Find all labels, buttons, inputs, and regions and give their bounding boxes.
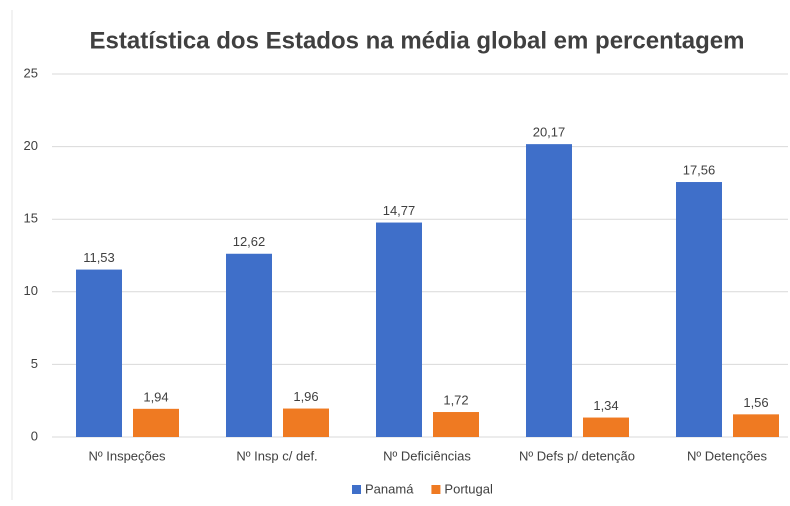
- bar: [283, 408, 329, 437]
- value-label: 17,56: [683, 162, 716, 177]
- value-label: 1,94: [143, 389, 168, 404]
- y-tick-label: 10: [24, 283, 38, 298]
- x-tick-label: Nº Detenções: [687, 448, 767, 463]
- x-tick-label: Nº Deficiências: [383, 448, 471, 463]
- y-tick-label: 5: [31, 356, 38, 371]
- value-label: 14,77: [383, 203, 416, 218]
- legend-swatch: [431, 485, 441, 494]
- value-label: 1,56: [743, 395, 768, 410]
- value-label: 1,96: [293, 389, 318, 404]
- value-label: 20,17: [533, 125, 566, 140]
- legend-label: Panamá: [365, 481, 414, 496]
- chart-title: Estatística dos Estados na média global …: [90, 27, 745, 54]
- y-tick-label: 0: [31, 428, 38, 443]
- bar: [583, 417, 629, 437]
- bar: [433, 412, 479, 437]
- value-label: 1,34: [593, 398, 618, 413]
- bar: [133, 408, 179, 437]
- bar: [76, 269, 122, 437]
- bar: [226, 253, 272, 437]
- value-label: 11,53: [83, 250, 115, 265]
- bar: [676, 182, 722, 437]
- legend-label: Portugal: [444, 481, 493, 496]
- x-tick-label: Nº Inspeções: [88, 448, 166, 463]
- x-tick-label: Nº Insp c/ def.: [236, 448, 317, 463]
- value-label: 12,62: [233, 234, 266, 249]
- value-label: 1,72: [443, 392, 468, 407]
- legend-swatch: [352, 485, 361, 494]
- bar: [733, 414, 779, 437]
- y-tick-label: 15: [24, 211, 38, 226]
- x-tick-label: Nº Defs p/ detenção: [519, 448, 635, 463]
- y-tick-label: 25: [24, 65, 38, 80]
- bar: [526, 144, 572, 438]
- y-tick-label: 20: [24, 138, 38, 153]
- bar: [376, 222, 422, 437]
